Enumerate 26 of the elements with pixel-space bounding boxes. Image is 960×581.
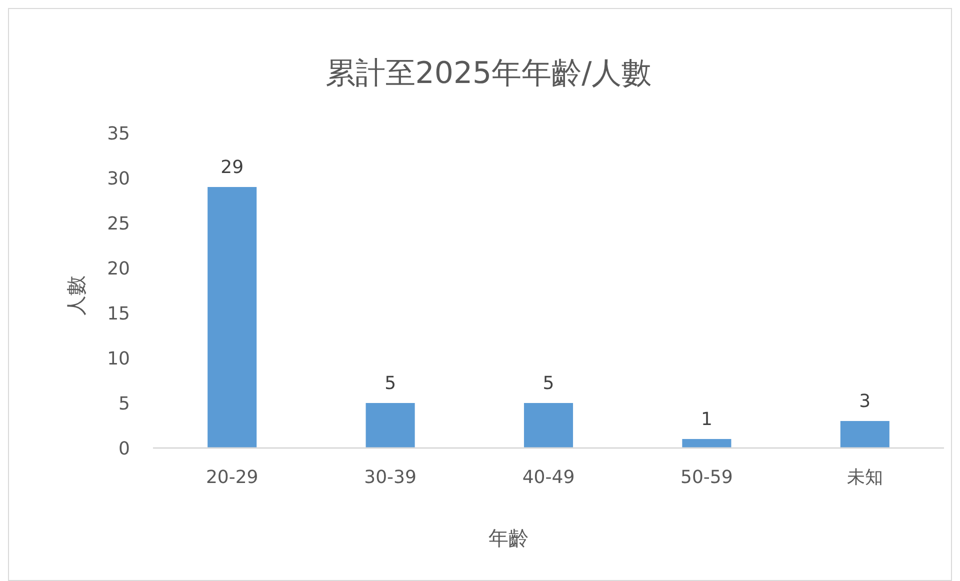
- bar: [366, 403, 415, 448]
- data-label: 29: [220, 157, 244, 178]
- y-tick-label: 0: [118, 438, 130, 460]
- y-tick-label: 35: [107, 123, 130, 144]
- bar: [208, 187, 257, 448]
- bar: [840, 421, 890, 448]
- x-tick-label: 30-39: [364, 467, 416, 488]
- y-tick-label: 25: [107, 213, 130, 234]
- x-axis-title: 年齡: [488, 526, 528, 550]
- data-label: 5: [542, 373, 554, 394]
- y-tick-label: 30: [107, 168, 130, 190]
- data-label: 3: [859, 391, 871, 412]
- y-axis-title: 人數: [64, 276, 88, 316]
- y-tick-label: 10: [107, 348, 130, 370]
- bar: [524, 403, 574, 448]
- y-tick-label: 5: [118, 393, 130, 414]
- data-label: 5: [384, 373, 396, 394]
- bar: [682, 439, 732, 448]
- data-label: 1: [700, 409, 712, 430]
- x-tick-label: 未知: [846, 467, 883, 488]
- y-tick-label: 20: [107, 258, 130, 280]
- x-tick-label: 40-49: [522, 467, 575, 488]
- y-tick-label: 15: [107, 303, 130, 324]
- chart-title: 累計至2025年年齡/人數: [325, 56, 652, 91]
- x-tick-label: 20-29: [206, 467, 258, 488]
- x-tick-label: 50-59: [680, 467, 733, 488]
